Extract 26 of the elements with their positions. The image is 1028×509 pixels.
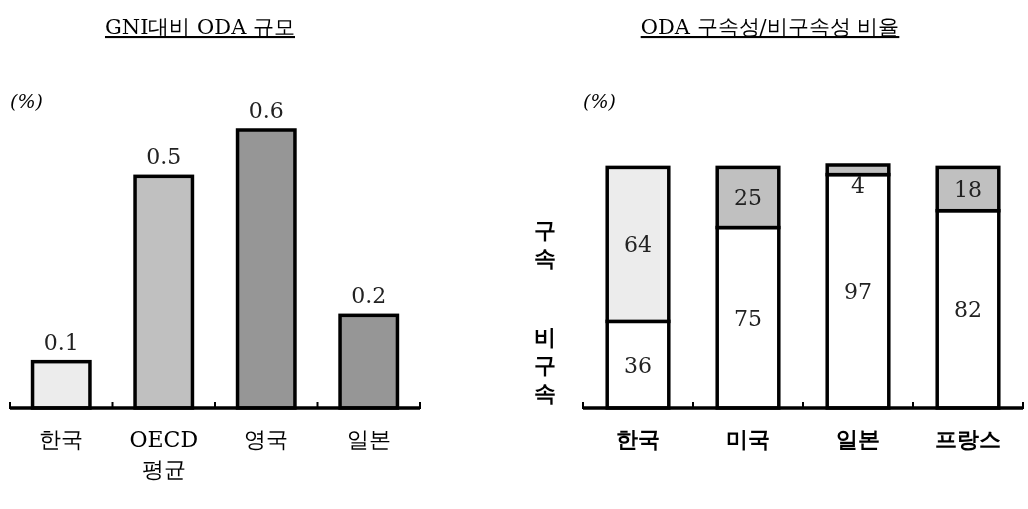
data-label: 4 — [851, 172, 865, 198]
x-tick-label: 영국 — [244, 427, 289, 452]
chart-title: GNI대비 ODA 규모 — [104, 15, 296, 39]
data-label: 18 — [954, 177, 982, 203]
chart-title: ODA 구속성/비구속성 비율 — [640, 15, 900, 39]
x-tick-label: OECD 평균 — [129, 427, 199, 482]
text: 구속 — [534, 217, 556, 272]
data-label: 97 — [844, 279, 872, 305]
x-tick-label: 한국 — [39, 427, 84, 452]
data-label: 82 — [954, 297, 982, 323]
x-tick-label: 일본 — [836, 426, 880, 452]
data-label: 75 — [734, 305, 762, 331]
x-tick-label: 프랑스 — [935, 426, 1001, 452]
data-label: 25 — [734, 185, 762, 211]
y-axis-title: (%) — [10, 90, 43, 112]
data-label: 0.2 — [351, 283, 387, 309]
data-label: 0.5 — [146, 144, 182, 170]
x-tick-label: 미국 — [726, 426, 770, 452]
data-label: 36 — [624, 352, 652, 378]
y-axis-title: (%) — [583, 90, 616, 112]
x-tick-label: 일본 — [346, 427, 391, 452]
x-tick-label: 한국 — [616, 426, 660, 452]
data-label: 0.1 — [43, 329, 79, 355]
text: 비구속 — [534, 323, 556, 406]
data-label: 64 — [624, 232, 652, 258]
data-label: 0.6 — [248, 98, 284, 123]
